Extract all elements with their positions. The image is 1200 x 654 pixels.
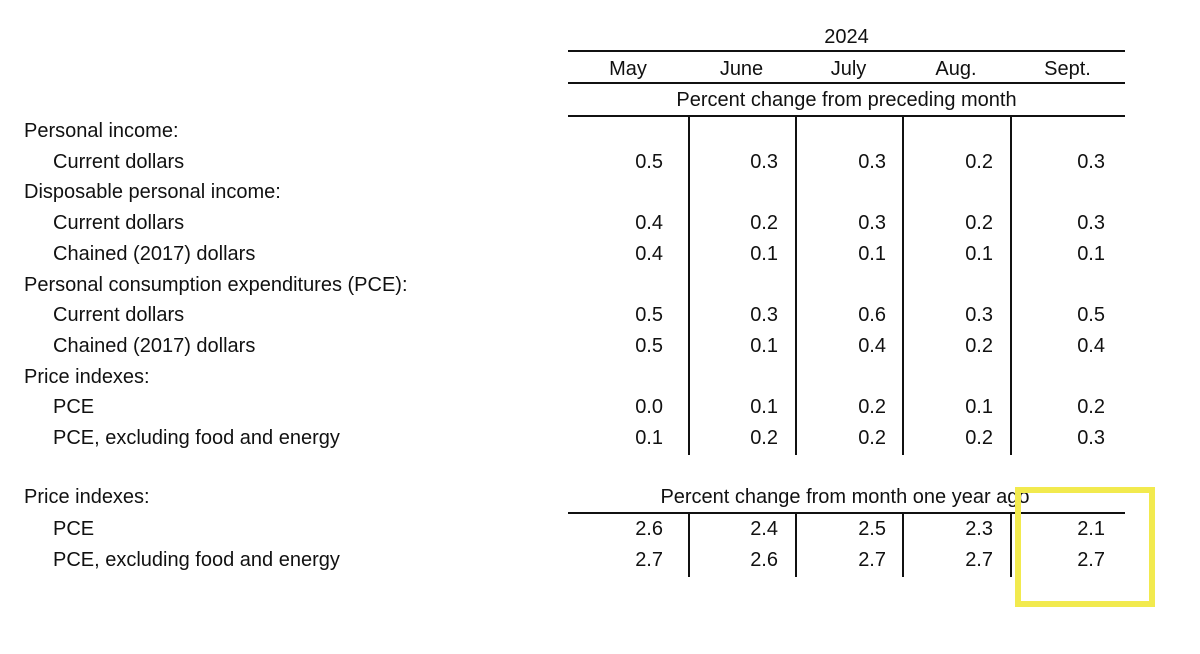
cell-value: 0.2 — [750, 212, 778, 235]
cell-value: 0.2 — [965, 334, 993, 357]
year-header: 2024 — [824, 26, 869, 48]
column-divider — [902, 512, 904, 577]
cell-value: 0.2 — [858, 396, 886, 419]
cell-value: 0.3 — [1077, 212, 1105, 235]
row-label-indented: Current dollars — [53, 150, 185, 173]
cell-value: 2.6 — [635, 518, 663, 541]
rule — [568, 115, 1125, 117]
section-caption: Percent change from month one year ago — [660, 486, 1030, 509]
cell-value: 0.0 — [635, 396, 663, 419]
column-divider — [688, 115, 690, 455]
cell-value: 0.3 — [858, 150, 886, 173]
cell-value: 0.4 — [635, 242, 663, 265]
cell-value: 0.5 — [635, 334, 663, 357]
column-divider — [1010, 512, 1012, 577]
cell-value: 0.2 — [965, 427, 993, 449]
cell-value: 0.1 — [750, 334, 778, 357]
cell-value: 0.2 — [965, 212, 993, 235]
cell-value: 2.4 — [750, 518, 778, 541]
cell-value: 0.1 — [1077, 242, 1105, 265]
cell-value: 0.4 — [635, 212, 663, 235]
cell-value: 0.4 — [1077, 334, 1105, 357]
cell-value: 2.7 — [635, 549, 663, 572]
cell-value: 0.4 — [858, 334, 886, 357]
month-header: Sept. — [1044, 58, 1091, 80]
row-label-indented: Current dollars — [53, 304, 185, 327]
cell-value: 0.1 — [965, 242, 993, 265]
column-divider — [688, 512, 690, 577]
row-label-indented: PCE, excluding food and energy — [53, 549, 340, 572]
cell-value: 0.3 — [858, 212, 886, 235]
cell-value: 0.1 — [635, 427, 663, 449]
cell-value: 0.5 — [635, 150, 663, 173]
row-label: Disposable personal income: — [24, 181, 281, 204]
rule — [568, 82, 1125, 84]
row-label: Price indexes: — [24, 486, 150, 509]
cell-value: 0.1 — [750, 242, 778, 265]
row-label-indented: PCE — [53, 396, 95, 419]
row-label-indented: Chained (2017) dollars — [53, 334, 256, 357]
month-header: May — [609, 58, 647, 80]
cell-value: 0.5 — [635, 304, 663, 327]
cell-value: 0.1 — [750, 396, 778, 419]
row-label-indented: PCE, excluding food and energy — [53, 427, 340, 449]
column-divider — [902, 115, 904, 455]
row-label-indented: Current dollars — [53, 212, 185, 235]
row-label: Personal consumption expenditures (PCE): — [24, 273, 408, 296]
cell-value: 0.2 — [1077, 396, 1105, 419]
cell-value: 2.7 — [965, 549, 993, 572]
cell-value: 2.7 — [1077, 549, 1105, 572]
column-divider — [1010, 115, 1012, 455]
rule — [568, 50, 1125, 52]
highlight-box — [1015, 487, 1155, 607]
cell-value: 0.5 — [1077, 304, 1105, 327]
cell-value: 2.5 — [858, 518, 886, 541]
cell-value: 0.3 — [750, 150, 778, 173]
cell-value: 2.3 — [965, 518, 993, 541]
month-header: July — [830, 58, 867, 80]
cell-value: 0.3 — [965, 304, 993, 327]
column-divider — [795, 115, 797, 455]
cell-value: 0.3 — [750, 304, 778, 327]
section-caption: Percent change from preceding month — [676, 89, 1017, 111]
row-label-indented: Chained (2017) dollars — [53, 242, 256, 265]
cell-value: 0.6 — [858, 304, 886, 327]
cell-value: 0.2 — [750, 427, 778, 449]
cell-value: 0.1 — [965, 396, 993, 419]
cell-value: 2.6 — [750, 549, 778, 572]
month-header: June — [719, 58, 764, 80]
cell-value: 2.7 — [858, 549, 886, 572]
month-header: Aug. — [935, 58, 977, 80]
row-label: Price indexes: — [24, 365, 150, 388]
rule — [568, 512, 1125, 514]
column-divider — [795, 512, 797, 577]
cell-value: 2.1 — [1077, 518, 1105, 541]
cell-value: 0.2 — [858, 427, 886, 449]
cell-value: 0.1 — [858, 242, 886, 265]
cell-value: 0.3 — [1077, 150, 1105, 173]
cell-value: 0.3 — [1077, 427, 1105, 449]
row-label: Personal income: — [24, 120, 179, 142]
cell-value: 0.2 — [965, 150, 993, 173]
row-label-indented: PCE — [53, 518, 95, 541]
